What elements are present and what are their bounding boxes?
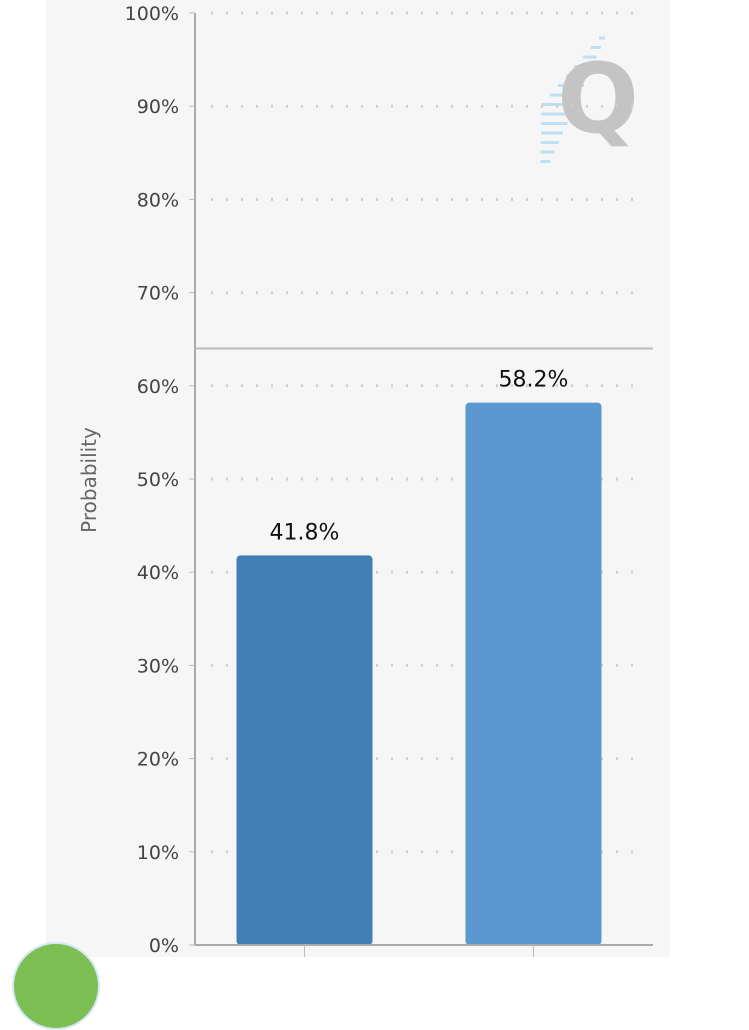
y-tick-label: 20% — [137, 749, 179, 771]
y-tick-label: 60% — [137, 376, 179, 398]
y-tick-label: 40% — [137, 562, 179, 584]
y-tick-label: 10% — [137, 842, 179, 864]
y-tick-label: 70% — [137, 283, 179, 305]
bar-chart: Q 41.8% 58.2% 0% 10% 20% 30% 40% 50% 60% 70% 80% 9… — [77, 3, 653, 957]
watermark-logo: Q — [540, 36, 639, 163]
bar[interactable] — [465, 402, 602, 945]
y-tick-label: 30% — [137, 655, 179, 677]
y-tick-label: 100% — [125, 3, 179, 25]
data-label: 41.8% — [270, 520, 340, 545]
y-tick-label: 0% — [149, 935, 179, 957]
y-tick-label: 80% — [137, 189, 179, 211]
y-tick-label: 90% — [137, 96, 179, 118]
bar[interactable] — [236, 555, 373, 945]
watermark-q: Q — [557, 43, 639, 155]
data-label: 58.2% — [499, 368, 569, 393]
y-tick-label: 50% — [137, 469, 179, 491]
y-axis-label: Probability — [77, 427, 101, 533]
floating-action-button[interactable] — [12, 942, 100, 1030]
